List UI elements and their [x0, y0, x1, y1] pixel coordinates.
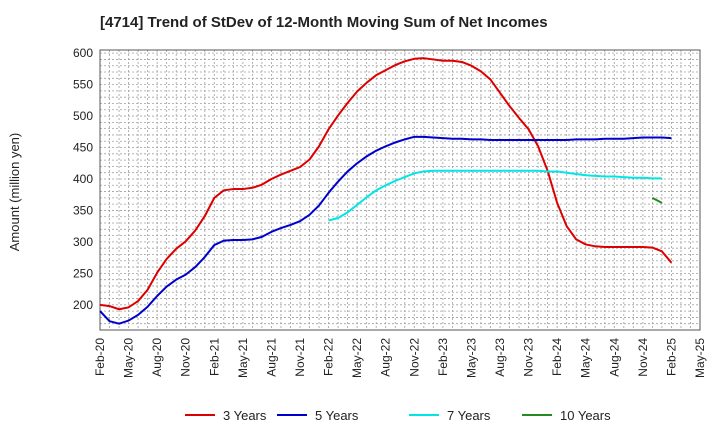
plot-border [99, 49, 701, 331]
legend-label: 3 Years [223, 408, 267, 423]
y-tick-label: 400 [73, 172, 93, 186]
y-tick-label: 450 [73, 141, 93, 155]
y-axis-label: Amount (million yen) [7, 133, 22, 252]
x-tick-label: Nov-24 [636, 338, 650, 377]
x-tick-label: Aug-22 [379, 338, 393, 377]
x-tick-label: Nov-22 [407, 338, 421, 377]
series-line-10-years [651, 196, 663, 204]
x-tick-label: Aug-20 [150, 338, 164, 377]
x-tick-label: Aug-21 [264, 338, 278, 377]
x-tick-label: Feb-25 [664, 338, 678, 376]
y-tick-label: 500 [73, 109, 93, 123]
x-tick-label: May-25 [693, 338, 707, 378]
x-tick-label: May-23 [464, 338, 478, 378]
x-tick-label: Feb-21 [207, 338, 221, 376]
plot-area [100, 50, 700, 330]
x-tick-label: May-24 [579, 338, 593, 378]
x-tick-label: Feb-24 [550, 338, 564, 376]
x-tick-label: May-22 [350, 338, 364, 378]
y-tick-label: 600 [73, 46, 93, 60]
x-tick-label: Nov-20 [179, 338, 193, 377]
y-tick-label: 350 [73, 203, 93, 217]
legend-label: 10 Years [560, 408, 611, 423]
legend-label: 7 Years [447, 408, 491, 423]
y-tick-label: 550 [73, 78, 93, 92]
series-line-5-years [99, 135, 672, 325]
y-tick-label: 300 [73, 235, 93, 249]
legend-label: 5 Years [315, 408, 359, 423]
series-line-7-years [328, 169, 662, 222]
x-tick-label: May-21 [236, 338, 250, 378]
x-tick-label: Nov-23 [522, 338, 536, 377]
x-tick-label: Aug-24 [607, 338, 621, 377]
chart-title: [4714] Trend of StDev of 12-Month Moving… [100, 14, 548, 31]
x-tick-label: Feb-20 [93, 338, 107, 376]
x-tick-label: Nov-21 [293, 338, 307, 377]
y-tick-label: 250 [73, 266, 93, 280]
x-tick-label: Feb-22 [322, 338, 336, 376]
x-tick-label: May-20 [122, 338, 136, 378]
y-tick-label: 200 [73, 298, 93, 312]
x-tick-label: Aug-23 [493, 338, 507, 377]
series-line-3-years [99, 57, 673, 311]
x-tick-label: Feb-23 [436, 338, 450, 376]
